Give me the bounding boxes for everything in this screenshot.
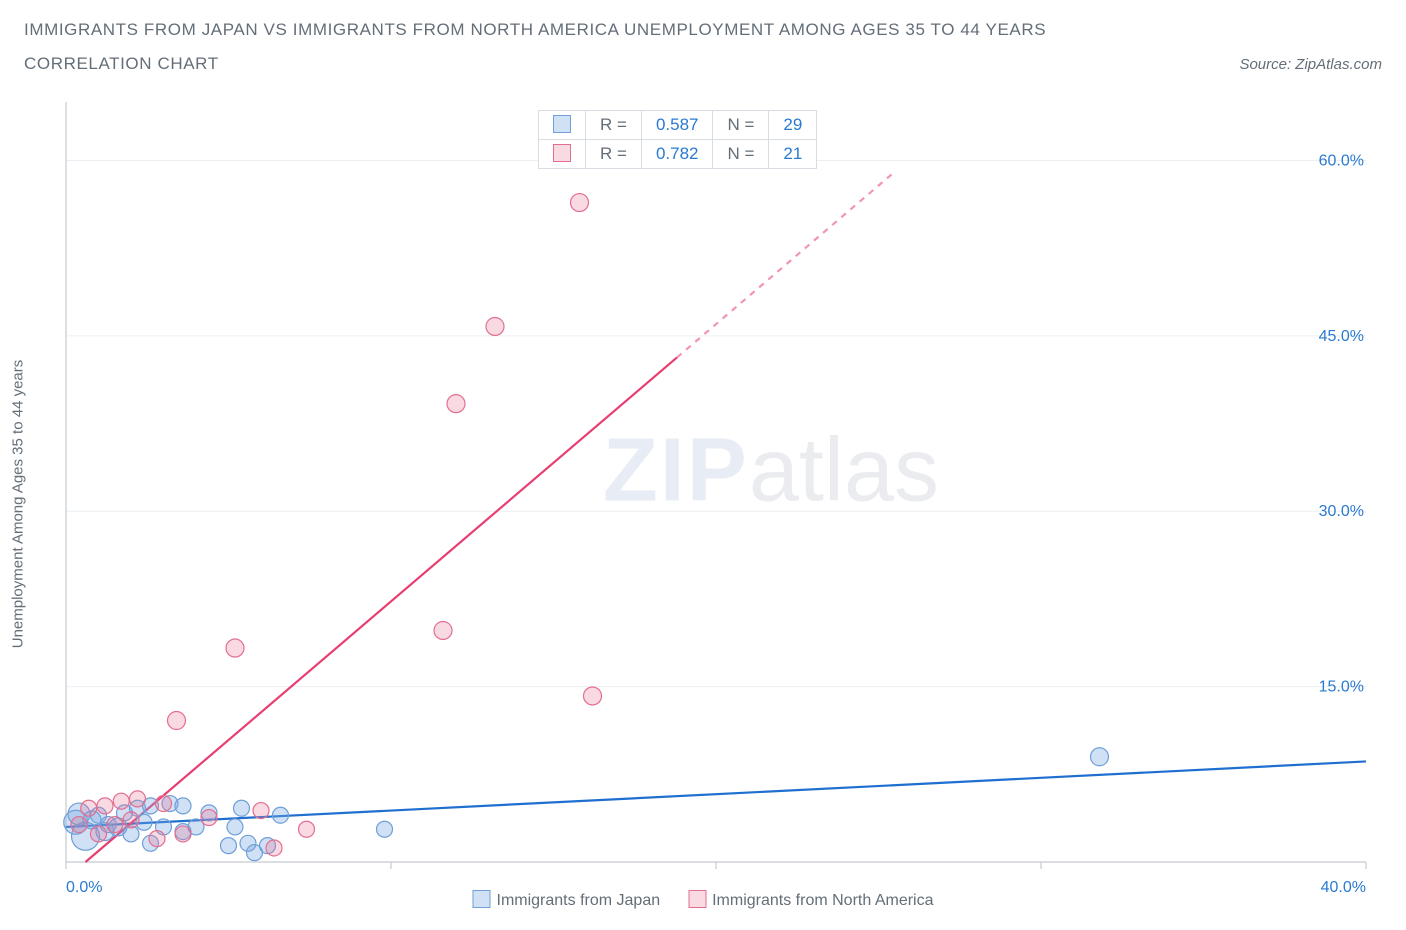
svg-text:0.0%: 0.0% bbox=[66, 879, 102, 896]
chart-title-line2: CORRELATION CHART bbox=[24, 54, 1382, 74]
source-attribution: Source: ZipAtlas.com bbox=[1239, 56, 1382, 73]
series-legend: Immigrants from Japan Immigrants from Nor… bbox=[473, 890, 934, 910]
legend-item-japan: Immigrants from Japan bbox=[473, 890, 661, 910]
correlation-stats-box: R =0.587N =29R =0.782N =21 bbox=[538, 110, 817, 169]
stats-row-north_america: R =0.782N =21 bbox=[539, 140, 817, 169]
legend-item-north_america: Immigrants from North America bbox=[688, 890, 933, 910]
scatter-plot: 0.0% 40.0% 15.0% 30.0% 45.0% 60.0% bbox=[24, 94, 1382, 906]
svg-text:45.0%: 45.0% bbox=[1319, 328, 1364, 345]
svg-text:15.0%: 15.0% bbox=[1319, 679, 1364, 696]
svg-text:60.0%: 60.0% bbox=[1319, 152, 1364, 169]
svg-text:40.0%: 40.0% bbox=[1321, 879, 1366, 896]
chart-area: Unemployment Among Ages 35 to 44 years 0… bbox=[24, 94, 1382, 914]
y-axis-label: Unemployment Among Ages 35 to 44 years bbox=[10, 360, 27, 649]
svg-text:30.0%: 30.0% bbox=[1319, 503, 1364, 520]
stats-row-japan: R =0.587N =29 bbox=[539, 111, 817, 140]
chart-container: IMMIGRANTS FROM JAPAN VS IMMIGRANTS FROM… bbox=[0, 0, 1406, 930]
chart-title-line1: IMMIGRANTS FROM JAPAN VS IMMIGRANTS FROM… bbox=[24, 20, 1382, 40]
